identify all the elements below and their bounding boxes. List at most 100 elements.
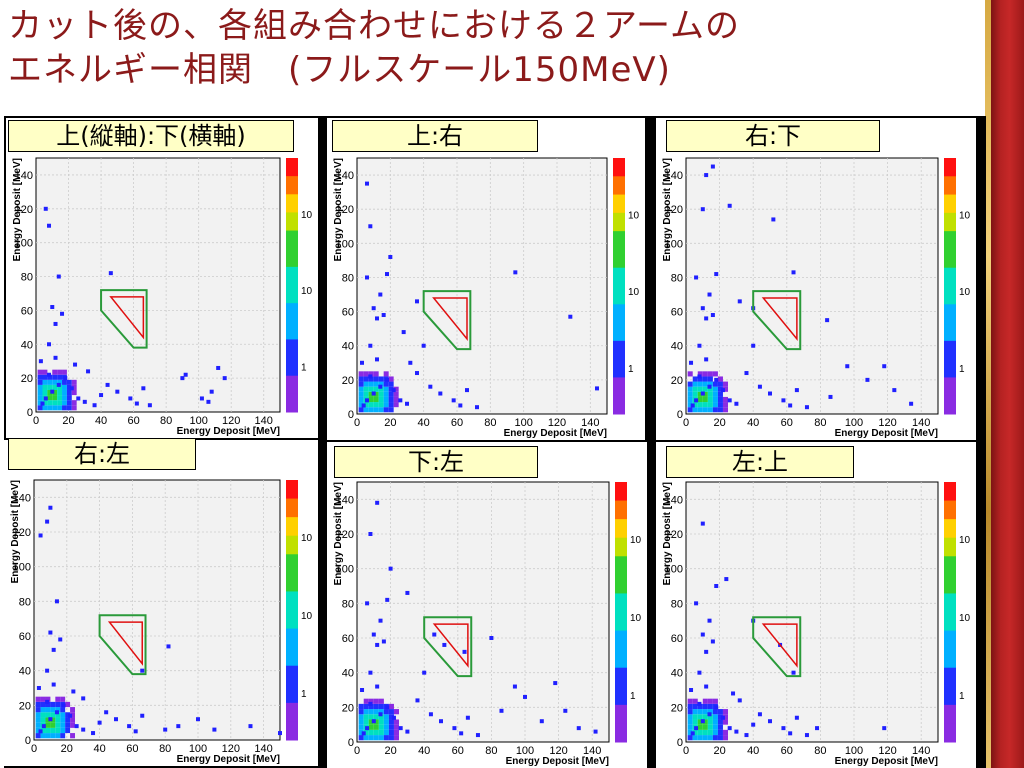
x-tick-label: 0 [683, 745, 689, 757]
heatmap-cell [378, 396, 384, 403]
data-point [378, 712, 383, 717]
data-point [99, 393, 104, 398]
data-point [475, 733, 480, 738]
y-tick-label: 120 [336, 204, 354, 216]
heatmap-cell [687, 396, 693, 403]
heatmap-cell [62, 389, 67, 396]
data-point [707, 384, 712, 389]
heatmap-cell [378, 386, 384, 392]
heatmap-cell [35, 707, 41, 713]
colorbar-segment [613, 212, 625, 232]
heatmap-cell [71, 384, 77, 390]
y-tick-label: 0 [348, 737, 354, 749]
heatmap-cell [373, 407, 379, 413]
y-tick-label: 120 [13, 527, 31, 539]
data-point [140, 713, 145, 718]
cut-region-inner [109, 296, 145, 340]
heatmap-cell [707, 371, 713, 377]
heatmap-cell [45, 733, 51, 739]
heatmap-cell [712, 735, 718, 741]
heatmap-cell [697, 402, 703, 408]
heatmap-cell [717, 386, 723, 392]
data-point [104, 710, 109, 715]
data-point [707, 292, 712, 297]
data-point [415, 299, 419, 304]
y-tick-label: 60 [21, 305, 33, 317]
heatmap-cell [692, 735, 698, 741]
data-point [45, 699, 50, 704]
data-point [388, 254, 393, 259]
y-tick-label: 0 [677, 409, 683, 421]
data-point [360, 688, 365, 692]
colorbar-segment [944, 286, 956, 305]
data-point [714, 705, 719, 710]
colorbar-segment [944, 212, 956, 232]
data-point [398, 398, 403, 403]
heatmap-cell [717, 724, 723, 730]
heatmap-cell [52, 405, 58, 411]
data-point [710, 164, 715, 169]
data-point [704, 316, 709, 321]
heatmap-cell [717, 402, 723, 408]
data-point [391, 715, 396, 720]
colorbar-segment [944, 322, 956, 342]
heatmap-cell [55, 712, 61, 718]
data-point [697, 374, 702, 379]
heatmap-cell [65, 727, 71, 734]
data-point [56, 382, 61, 387]
heatmap-cell [393, 735, 399, 741]
heatmap-cell [363, 698, 369, 704]
heatmap-cell [717, 381, 723, 387]
data-point [378, 618, 383, 623]
data-point [48, 630, 53, 635]
data-point [48, 505, 53, 510]
y-tick-label: 80 [21, 272, 33, 284]
heatmap-cell [697, 703, 703, 710]
x-tick-label: 60 [126, 743, 138, 755]
heatmap-cell [697, 735, 703, 741]
heatmap-cell [66, 400, 72, 406]
y-tick-label: 40 [21, 339, 33, 351]
data-point [375, 316, 379, 321]
heatmap-cell [388, 391, 394, 397]
data-point [81, 727, 86, 732]
title-line-1: カット後の、各組み合わせにおける２アームの [8, 6, 740, 46]
data-point [41, 724, 46, 729]
heatmap-cell [50, 701, 56, 708]
heatmap-cell [55, 722, 61, 728]
colorbar-segment [944, 194, 956, 214]
y-axis-label: Energy Deposit [MeV] [662, 482, 673, 585]
heatmap-cell [707, 703, 713, 710]
data-point [398, 726, 403, 731]
y-tick-label: 40 [671, 341, 683, 353]
data-point [199, 396, 204, 401]
heatmap-cell [66, 405, 72, 411]
data-point [513, 270, 518, 275]
data-point [73, 362, 78, 367]
y-tick-label: 20 [342, 702, 354, 714]
y-axis-label: Energy Deposit [MeV] [333, 158, 344, 261]
heatmap-cell [42, 389, 48, 396]
heatmap-cell [60, 717, 66, 723]
heatmap-cell [40, 707, 46, 713]
data-point [147, 403, 152, 408]
heatmap-cell [712, 407, 718, 413]
data-point [163, 727, 168, 732]
heatmap-cell [37, 405, 43, 411]
cut-region-outer [752, 616, 802, 678]
data-point [91, 731, 96, 736]
colorbar-segment [286, 702, 298, 722]
heatmap-cell [45, 707, 51, 713]
data-point [71, 689, 76, 694]
data-point [48, 717, 53, 722]
heatmap-cell [378, 698, 384, 704]
heatmap-cell [712, 709, 718, 715]
data-point [727, 203, 732, 208]
data-point [105, 382, 110, 387]
x-tick-label: 60 [781, 745, 793, 757]
heatmap-cell [368, 402, 374, 408]
heatmap-cell [42, 400, 48, 406]
heatmap-cell [71, 400, 77, 406]
heatmap-cell [722, 386, 728, 392]
heatmap-cell [702, 402, 708, 408]
